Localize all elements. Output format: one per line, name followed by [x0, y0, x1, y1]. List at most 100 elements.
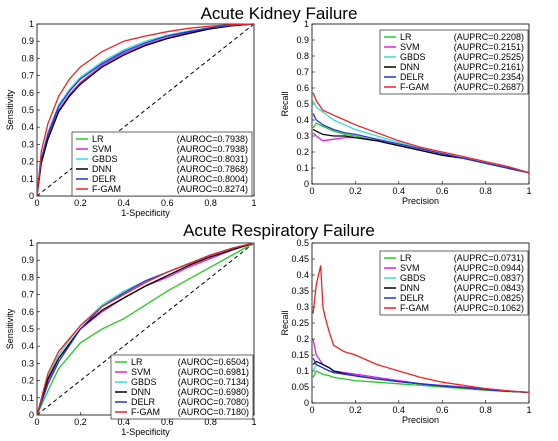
legend-name: LR — [400, 253, 412, 263]
x-axis-label: Precision — [402, 415, 439, 425]
legend-name: DNN — [92, 164, 112, 174]
y-axis-label: Recall — [280, 91, 290, 116]
y-tick-label: 0.7 — [296, 67, 309, 77]
section-title-arf: Acute Respiratory Failure — [183, 221, 375, 240]
legend: LR (AUPRC=0.2208) SVM (AUPRC=0.2151) GBDS (AU… — [379, 29, 529, 95]
legend-metric: (AUPRC=0.2354) — [454, 72, 524, 82]
legend-metric: (AUROC=0.8274) — [177, 184, 248, 194]
x-tick-label: 1 — [526, 186, 531, 196]
legend-name: SVM — [400, 42, 420, 52]
legend-name: DNN — [400, 62, 420, 72]
y-tick-label: 0.6 — [21, 88, 34, 98]
legend: LR (AUROC=0.6504) SVM (AUROC=0.6981) GBDS (AU… — [110, 354, 254, 420]
y-tick-label: 0.9 — [21, 255, 34, 265]
x-tick-label: 1 — [526, 405, 531, 415]
y-tick-label: 0 — [29, 410, 34, 420]
y-tick-label: 0.3 — [21, 139, 34, 149]
legend: LR (AUPRC=0.0731) SVM (AUPRC=0.0944) GBDS (AU… — [379, 250, 529, 316]
legend-name: DNN — [400, 283, 420, 293]
y-tick-label: 0.4 — [296, 270, 309, 280]
x-tick-label: 0.2 — [74, 198, 87, 208]
legend: LR (AUROC=0.7938) SVM (AUROC=0.7938) GBDS (AU… — [71, 131, 253, 197]
legend-name: F-GAM — [400, 303, 429, 313]
x-tick-label: 1 — [251, 417, 256, 427]
akf-pr-panel: 0 0.2 0.4 0.6 0.8 1 0 0.1 0.2 0.3 0.4 0.5 0.6 0.7 0.8 0… — [280, 19, 532, 206]
legend-box — [110, 354, 254, 420]
y-tick-label: 0.6 — [21, 307, 34, 317]
y-tick-label: 0.4 — [21, 341, 34, 351]
x-axis-label: 1-Specificity — [121, 427, 170, 437]
y-tick-label: 0.4 — [296, 115, 309, 125]
legend-metric: (AUPRC=0.0944) — [454, 263, 524, 273]
series-line-lr — [312, 370, 530, 394]
y-tick-label: 0.8 — [296, 51, 309, 61]
x-tick-label: 1 — [251, 198, 256, 208]
legend-metric: (AUROC=0.7938) — [177, 134, 248, 144]
legend-name: GBDS — [400, 273, 426, 283]
legend-box — [379, 250, 529, 316]
legend-name: DELR — [92, 174, 117, 184]
series-line-f-gam — [312, 92, 530, 174]
arf-roc-panel: 0 0.2 0.4 0.6 0.8 1 0 0.1 0.2 0.3 0.4 0.5 0.6 0.7 0.8 0… — [5, 238, 257, 437]
x-tick-label: 0 — [309, 405, 314, 415]
y-tick-label: 0.5 — [21, 324, 34, 334]
y-tick-label: 0.5 — [296, 238, 309, 248]
x-tick-label: 0.4 — [393, 405, 406, 415]
legend-name: LR — [400, 32, 412, 42]
y-tick-label: 0.1 — [21, 393, 34, 403]
legend-name: GBDS — [92, 154, 118, 164]
legend-metric: (AUPRC=0.2687) — [454, 82, 524, 92]
legend-name: GBDS — [131, 377, 157, 387]
y-tick-label: 0.8 — [21, 272, 34, 282]
y-tick-label: 1 — [29, 238, 34, 248]
legend-metric: (AUPRC=0.2151) — [454, 42, 524, 52]
series-line-f-gam — [36, 23, 255, 197]
x-tick-label: 0.8 — [204, 417, 217, 427]
y-axis-label: Sensitivity — [5, 89, 15, 130]
legend-metric: (AUPRC=0.0843) — [454, 283, 524, 293]
legend-metric: (AUPRC=0.2525) — [454, 52, 524, 62]
y-tick-label: 0.4 — [21, 122, 34, 132]
x-tick-label: 0 — [34, 417, 39, 427]
x-tick-label: 0 — [34, 198, 39, 208]
legend-name: SVM — [400, 263, 420, 273]
legend-metric: (AUROC=0.8004) — [177, 174, 248, 184]
y-tick-label: 0.3 — [296, 302, 309, 312]
legend-metric: (AUPRC=0.2208) — [454, 32, 524, 42]
legend-box — [379, 29, 529, 95]
y-tick-label: 0.25 — [291, 318, 309, 328]
legend-metric: (AUROC=0.7134) — [178, 377, 249, 387]
y-tick-label: 0.1 — [21, 174, 34, 184]
y-tick-label: 1 — [304, 19, 309, 29]
legend-name: DNN — [131, 387, 151, 397]
akf-roc-panel: 0 0.2 0.4 0.6 0.8 1 0 0.1 0.2 0.3 0.4 0.5 0.6 0.7 0.8 0… — [5, 19, 257, 218]
series-line-lr — [36, 242, 255, 416]
y-tick-label: 0 — [304, 179, 309, 189]
y-tick-label: 0 — [304, 398, 309, 408]
x-axis-label: Precision — [402, 196, 439, 206]
x-tick-label: 0.8 — [479, 405, 492, 415]
legend-name: F-GAM — [131, 407, 160, 417]
legend-metric: (AUPRC=0.0825) — [454, 293, 524, 303]
legend-name: F-GAM — [400, 82, 429, 92]
legend-metric: (AUROC=0.6980) — [178, 387, 249, 397]
series-line-delr — [312, 113, 530, 174]
section-title-akf: Acute Kidney Failure — [200, 4, 358, 23]
y-tick-label: 0.15 — [291, 350, 309, 360]
y-tick-label: 0.5 — [296, 99, 309, 109]
legend-metric: (AUPRC=0.0731) — [454, 253, 524, 263]
legend-name: DELR — [400, 293, 425, 303]
x-tick-label: 0.6 — [161, 198, 174, 208]
legend-name: LR — [92, 134, 104, 144]
legend-name: SVM — [92, 144, 112, 154]
y-tick-label: 0.1 — [296, 366, 309, 376]
y-tick-label: 0.2 — [296, 334, 309, 344]
y-tick-label: 0.9 — [296, 35, 309, 45]
x-tick-label: 0.2 — [74, 417, 87, 427]
x-tick-label: 0.6 — [436, 405, 449, 415]
y-tick-label: 0.9 — [21, 36, 34, 46]
legend-name: DELR — [131, 397, 156, 407]
series-line-delr — [36, 23, 255, 197]
arf-pr-panel: 0 0.2 0.4 0.6 0.8 1 0 0.05 0.1 0.15 0.2 0.25 0.3 0.35… — [280, 238, 532, 425]
y-tick-label: 0 — [29, 191, 34, 201]
